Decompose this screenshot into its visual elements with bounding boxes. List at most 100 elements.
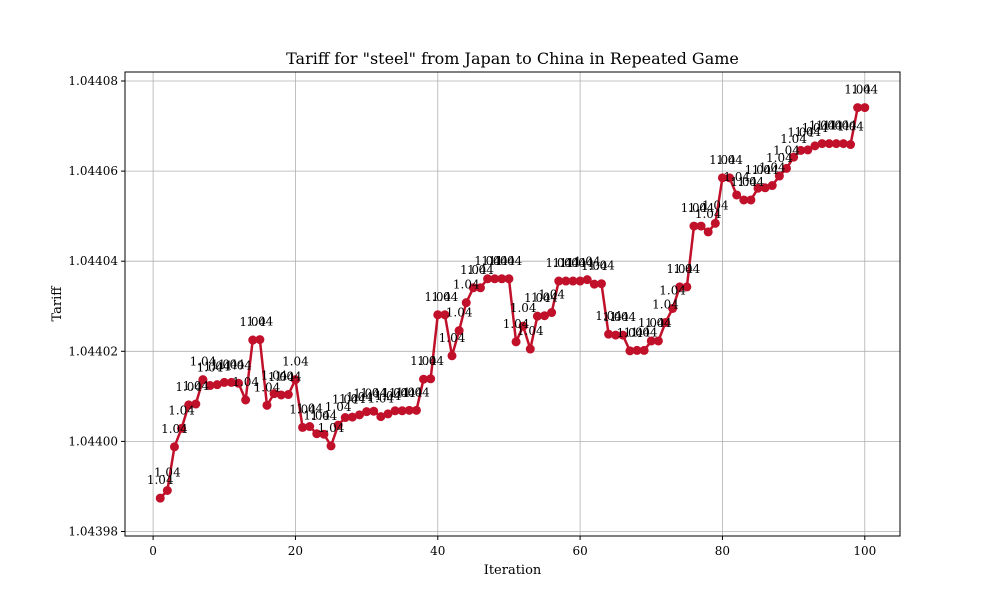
data-point <box>155 493 165 503</box>
data-point <box>760 183 770 193</box>
data-point-label: 1.04 <box>254 380 281 394</box>
data-point <box>746 195 756 205</box>
data-point-layer <box>155 103 870 503</box>
data-point-label: 1.04 <box>154 466 181 480</box>
data-point <box>383 409 393 419</box>
x-tick-label: 100 <box>853 544 876 558</box>
data-point <box>682 282 692 292</box>
data-point-label: 1.04 <box>182 379 209 393</box>
data-point <box>860 103 870 113</box>
data-point <box>497 274 507 284</box>
data-point-label: 1.04 <box>538 288 565 302</box>
data-point-label: 1.04 <box>453 278 480 292</box>
y-tick-label: 1.04408 <box>68 74 118 88</box>
data-point-label: 1.04 <box>332 393 359 407</box>
data-point-label: 1.04 <box>709 153 736 167</box>
data-point-label: 1.04 <box>346 390 373 404</box>
data-point-label: 1.04 <box>239 315 266 329</box>
data-point <box>589 279 599 289</box>
data-point-label: 1.04 <box>652 297 679 311</box>
data-point <box>433 310 443 320</box>
data-point-label: 1.04 <box>638 316 665 330</box>
data-point-label: 1.04 <box>474 254 501 268</box>
data-point-label: 1.04 <box>318 421 345 435</box>
data-point-label: 1.04 <box>510 301 537 315</box>
data-point <box>725 173 735 183</box>
y-axis-label: Tariff <box>50 285 65 322</box>
data-point-label: 1.04 <box>823 119 850 133</box>
data-point-label: 1.04 <box>296 402 323 416</box>
data-point <box>305 422 315 432</box>
data-point-label: 1.04 <box>289 402 316 416</box>
data-point <box>561 276 571 286</box>
data-point-label: 1.04 <box>439 331 466 345</box>
data-point-label: 1.04 <box>588 259 615 273</box>
y-tick-label: 1.04402 <box>68 344 118 358</box>
data-point <box>390 406 400 416</box>
data-point-label: 1.04 <box>232 375 259 389</box>
data-point-label: 1.04 <box>282 355 309 369</box>
data-point-label: 1.04 <box>403 385 430 399</box>
data-point <box>226 377 236 387</box>
y-tick-label: 1.04404 <box>68 254 118 268</box>
data-point-label: 1.04 <box>481 254 508 268</box>
data-point <box>483 274 493 284</box>
data-point <box>369 406 379 416</box>
data-point <box>312 429 322 439</box>
data-point-label: 1.04 <box>275 370 302 384</box>
data-point-label: 1.04 <box>809 119 836 133</box>
data-point-label: 1.04 <box>759 161 786 175</box>
data-point <box>248 335 258 345</box>
data-point-label: 1.04 <box>567 256 594 270</box>
data-point <box>632 345 642 355</box>
data-point <box>362 407 372 417</box>
data-point <box>639 345 649 355</box>
data-point-label: 1.04 <box>851 83 878 97</box>
data-point-label: 1.04 <box>360 386 387 400</box>
data-point-label: 1.04 <box>766 151 793 165</box>
data-point <box>853 103 863 113</box>
data-point <box>618 330 628 340</box>
data-point-label: 1.04 <box>424 290 451 304</box>
data-point <box>262 400 272 410</box>
data-point-label: 1.04 <box>560 256 587 270</box>
data-point-label: 1.04 <box>738 175 765 189</box>
data-point <box>846 140 856 150</box>
data-point-label: 1.04 <box>496 254 523 268</box>
data-point-label: 1.04 <box>624 325 651 339</box>
data-point-label: 1.04 <box>716 153 743 167</box>
data-point-label: 1.04 <box>311 409 338 423</box>
data-point-label: 1.04 <box>218 357 245 371</box>
data-point-label: 1.04 <box>702 198 729 212</box>
data-point <box>789 152 799 162</box>
data-point-label: 1.04 <box>830 119 857 133</box>
data-point <box>504 274 514 284</box>
data-point <box>817 139 827 149</box>
data-point-label: 1.04 <box>844 83 871 97</box>
data-point-label: 1.04 <box>816 119 843 133</box>
data-point-label: 1.04 <box>190 355 217 369</box>
data-point-label: 1.04 <box>802 121 829 135</box>
data-point <box>411 405 421 415</box>
data-point <box>646 336 656 346</box>
data-point <box>468 283 478 293</box>
data-point-label: 1.04 <box>645 316 672 330</box>
data-point <box>169 442 179 452</box>
data-point-label: 1.04 <box>168 403 195 417</box>
data-point <box>162 486 172 496</box>
data-point <box>767 181 777 191</box>
data-point <box>753 183 763 193</box>
x-tick-label: 60 <box>572 544 587 558</box>
data-point-label: 1.04 <box>837 120 864 134</box>
data-point-label: 1.04 <box>410 354 437 368</box>
data-point-label: 1.04 <box>161 422 188 436</box>
data-point <box>234 378 244 388</box>
data-point <box>625 346 635 356</box>
x-tick-label: 20 <box>288 544 303 558</box>
data-point-label: 1.04 <box>581 259 608 273</box>
tick-layer: 0 20 40 60 80 100 1.04398 1.04400 1.04402 1.04404… <box>68 74 876 558</box>
data-point <box>582 275 592 285</box>
data-point-label: 1.04 <box>353 387 380 401</box>
data-point-label: 1.04 <box>602 310 629 324</box>
